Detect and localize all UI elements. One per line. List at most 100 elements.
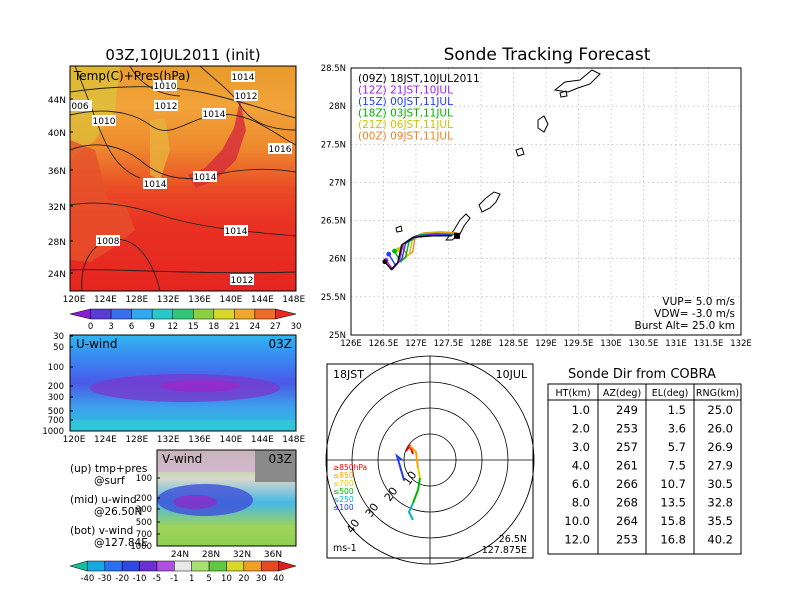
- wind-colorbar-swatch: [174, 560, 192, 572]
- isobar-label: 1014: [225, 227, 248, 237]
- korea-peninsula: [150, 118, 170, 180]
- track-lines: [382, 231, 460, 271]
- track-lon-tick-label: 126E: [340, 339, 362, 349]
- polar-legend-item: ≤700: [333, 479, 354, 488]
- coastline: [553, 69, 601, 93]
- colorbar-swatch: [234, 308, 256, 320]
- colorbar-label: 12: [167, 322, 178, 332]
- temp-map-frame: [69, 65, 297, 292]
- uwind-y-tick-label: 50: [53, 343, 64, 353]
- sonde-table-headers: HT(km) AZ(deg) EL(deg) RNG(km): [555, 388, 739, 399]
- param-vdw: VDW= -3.0 m/s: [654, 308, 735, 320]
- vwind-y-tick-label: 200: [136, 494, 152, 504]
- param-vup: VUP= 5.0 m/s: [662, 296, 735, 308]
- wind-colorbar-label: -1: [170, 574, 178, 584]
- wind-colorbar-label: 1: [189, 574, 194, 584]
- note-bot-line1: (bot) v-wind: [70, 525, 133, 537]
- polar-legend-item: ≤250: [333, 495, 354, 504]
- polar-legend-item: ≤100: [333, 503, 354, 512]
- table-cell: 15.8: [660, 514, 686, 528]
- vwind-y-tick-label: 500: [136, 518, 152, 528]
- track-lat-tick-label: 25N: [329, 331, 346, 341]
- uwind-y-tick-label: 1000: [42, 427, 64, 437]
- note-up-line2: @surf: [94, 475, 125, 487]
- track-lon-tick-label: 127.5E: [434, 339, 464, 349]
- lat-tick-label: 32N: [48, 203, 66, 213]
- vwind-y-tick-label: 1000: [130, 542, 152, 552]
- lon-tick-label: 136E: [188, 295, 211, 305]
- table-cell: 13.5: [660, 496, 686, 510]
- vwind-y-tick-label: 700: [136, 530, 152, 540]
- uwind-x-tick-label: 128E: [125, 435, 148, 445]
- colorbar-label: 0: [88, 322, 93, 332]
- tracking-coast: [395, 69, 601, 241]
- isobar-label-box: [234, 90, 258, 101]
- colorbar-label: 3: [108, 322, 113, 332]
- isobar-label: 1014: [144, 180, 167, 190]
- table-cell: 35.5: [707, 514, 733, 528]
- track-legend-item: (21Z) 06JST,11JUL: [358, 119, 453, 131]
- uwind-x-tick-label: 140E: [220, 435, 243, 445]
- wind-colorbar-swatch: [243, 560, 262, 572]
- polar-pos-line1: 26.5N: [499, 534, 527, 545]
- colorbar-swatch: [151, 308, 173, 320]
- table-cell: 3.6: [668, 422, 686, 436]
- launch-marker: [453, 232, 460, 239]
- table-cell: 264: [616, 514, 638, 528]
- vwind-x-tick-label: 24N: [171, 550, 189, 560]
- mainland-landmass: [70, 140, 135, 262]
- table-cell: 1.0: [572, 403, 590, 417]
- isobar-line: [70, 86, 296, 119]
- vwind-features: [157, 450, 296, 516]
- table-cell: 40.2: [707, 533, 733, 547]
- left-title: 03Z,10JUL2011 (init): [105, 46, 260, 64]
- table-cell: 253: [616, 422, 638, 436]
- uwind-surface-band: [70, 420, 296, 431]
- isobar-label: 1014: [194, 173, 217, 183]
- lon-tick-label: 140E: [220, 295, 243, 305]
- uwind-core-inner: [160, 380, 240, 392]
- temp-map-features: 1014 1010 1012 006 1012 1010 1014 1016 1014 1014 1…: [70, 66, 296, 291]
- table-cell: 27.9: [707, 459, 733, 473]
- track-lon-tick-label: 129.5E: [564, 339, 594, 349]
- isobar-label: 006: [71, 102, 88, 112]
- uwind-time: 03Z: [269, 337, 293, 351]
- isobar-label-box: [92, 115, 116, 126]
- lat-tick-label: 24N: [48, 270, 66, 280]
- wind-colorbar-swatch: [278, 560, 297, 572]
- lon-tick-label: 132E: [157, 295, 180, 305]
- track-endpoint: [392, 248, 397, 254]
- vwind-x-tick-label: 28N: [202, 550, 220, 560]
- table-cell: 10.0: [564, 514, 590, 528]
- uwind-y-tick-label: 100: [48, 363, 64, 373]
- uwind-frame: [69, 334, 297, 432]
- track-lat-tick-label: 28.5N: [321, 64, 346, 74]
- polar-legend-item: ≥850hPa: [333, 463, 367, 472]
- isobar-label-box: [231, 71, 255, 82]
- isobar-label: 1010: [93, 117, 116, 127]
- table-cell: 268: [616, 496, 638, 510]
- polar-unit-label: ms-1: [333, 543, 357, 554]
- uwind-label: U-wind: [76, 337, 117, 351]
- polar-pos-line2: 127.875E: [482, 545, 527, 556]
- coastline: [478, 191, 501, 213]
- temp-map-panel: 03Z,10JUL2011 (init) 1014 1010 1012 006 1012…: [48, 46, 306, 332]
- wind-colorbar: -40 -30 -20 -10 -5 -1 1 5 10 20 30 40: [69, 560, 297, 584]
- temp-map-lat-ticks: 44N 40N 36N 32N 28N 24N: [48, 96, 73, 280]
- polar-grid: [326, 356, 534, 564]
- tracking-lat-ticks: 28.5N 28N 27.5N 27N 26.5N 26N 25.5N 25N: [321, 64, 346, 341]
- tracking-lon-ticks: 126E 126.5E 127E 127.5E 128E 128.5E 129E 129.5E…: [340, 339, 752, 349]
- lon-tick-label: 124E: [94, 295, 117, 305]
- legend-notes: (up) tmp+pres @surf (mid) u-wind @26.50N…: [70, 463, 148, 549]
- vwind-y-tick-label: 300: [136, 505, 152, 515]
- vwind-y-tick-label: 100: [136, 474, 152, 484]
- table-cell: 253: [616, 533, 638, 547]
- uwind-x-tick-label: 120E: [63, 435, 86, 445]
- table-cell: 261: [616, 459, 638, 473]
- wind-colorbar-swatch: [156, 560, 175, 572]
- uwind-x-ticks: 120E 124E 128E 132E 136E 140E 144E 148E: [63, 435, 306, 445]
- temp-map-panel-label: Temp(C)+Pres(hPa): [73, 69, 190, 83]
- lat-tick-label: 40N: [48, 129, 66, 139]
